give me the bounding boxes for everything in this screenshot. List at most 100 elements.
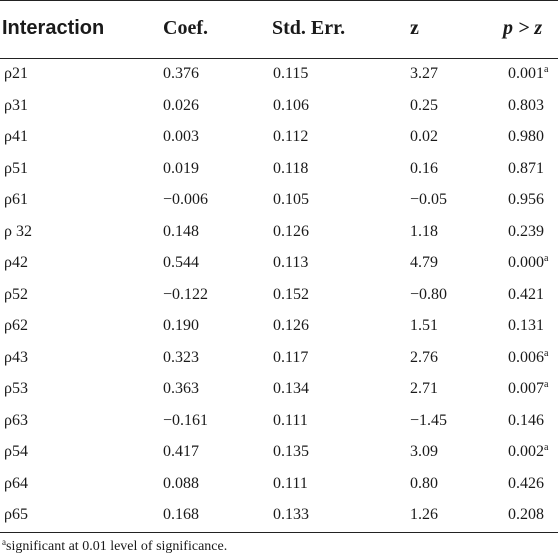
cell-coef-value: −0.006 bbox=[163, 191, 209, 208]
cell-z-value: 1.18 bbox=[410, 222, 438, 240]
cell-std-err-value: 0.111 bbox=[273, 474, 308, 492]
cell-z: −0.05 bbox=[410, 190, 447, 210]
significance-marker: a bbox=[544, 253, 549, 264]
table-row: ρ54 0.417 0.135 3.09 0.002a bbox=[0, 437, 558, 469]
cell-p-value: 0.426 bbox=[508, 474, 544, 492]
cell-std-err: 0.112 bbox=[273, 127, 308, 147]
cell-std-err-value: 0.111 bbox=[273, 411, 308, 429]
cell-interaction-value: ρ65 bbox=[4, 506, 28, 523]
cell-coef: 0.019 bbox=[163, 159, 199, 179]
cell-interaction: ρ54 bbox=[4, 442, 28, 462]
significance-marker: a bbox=[544, 347, 549, 359]
cell-interaction: ρ31 bbox=[4, 96, 28, 116]
table-row: ρ65 0.168 0.133 1.26 0.208 bbox=[0, 500, 558, 532]
table-row: ρ62 0.190 0.126 1.51 0.131 bbox=[0, 311, 558, 343]
table-row: ρ53 0.363 0.134 2.71 0.007a bbox=[0, 374, 558, 406]
cell-std-err: 0.111 bbox=[273, 474, 308, 494]
cell-coef: −0.161 bbox=[163, 411, 208, 431]
cell-p: 0.006a bbox=[508, 348, 548, 368]
cell-z-value: 1.51 bbox=[410, 317, 438, 334]
cell-std-err-value: 0.152 bbox=[273, 285, 309, 303]
cell-std-err-value: 0.126 bbox=[273, 317, 309, 334]
cell-interaction-value: ρ62 bbox=[4, 317, 28, 334]
cell-p: 0.421 bbox=[508, 285, 544, 305]
cell-z-value: −0.80 bbox=[410, 285, 448, 303]
cell-interaction: ρ61 bbox=[4, 190, 28, 210]
cell-coef-value: 0.026 bbox=[163, 96, 199, 114]
header-z: z bbox=[410, 17, 419, 39]
cell-interaction: ρ 32 bbox=[4, 222, 32, 242]
cell-std-err: 0.117 bbox=[273, 348, 308, 368]
cell-interaction-value: ρ 32 bbox=[4, 222, 32, 240]
header-std-err: Std. Err. bbox=[272, 17, 346, 39]
cell-p-value: 0.980 bbox=[508, 128, 544, 145]
table-row: ρ43 0.323 0.117 2.76 0.006a bbox=[0, 343, 558, 375]
table-header-row: Interaction Coef. Std. Err. z p > z bbox=[0, 0, 558, 58]
cell-interaction-value: ρ31 bbox=[4, 96, 28, 114]
cell-z: 0.16 bbox=[410, 159, 438, 179]
cell-std-err: 0.105 bbox=[273, 190, 309, 210]
cell-std-err-value: 0.117 bbox=[273, 348, 309, 366]
cell-z: −1.45 bbox=[410, 411, 447, 431]
cell-interaction-value: ρ52 bbox=[4, 285, 28, 303]
cell-p-value: 0.001 bbox=[508, 65, 544, 82]
footnote-text: significant at 0.01 level of significanc… bbox=[6, 539, 228, 554]
cell-p: 0.001a bbox=[508, 64, 548, 84]
header-interaction: Interaction bbox=[2, 17, 105, 39]
cell-p-value: 0.208 bbox=[508, 506, 544, 523]
cell-coef-value: 0.019 bbox=[163, 159, 199, 177]
cell-p-value: 0.421 bbox=[508, 285, 544, 303]
table-top-rule bbox=[0, 0, 558, 1]
cell-interaction: ρ65 bbox=[4, 505, 28, 525]
cell-p-value: 0.803 bbox=[508, 96, 544, 114]
cell-z: 3.27 bbox=[410, 64, 438, 84]
cell-p: 0.956 bbox=[508, 190, 544, 210]
cell-p-value: 0.239 bbox=[508, 222, 544, 240]
cell-interaction-value: ρ54 bbox=[4, 443, 28, 460]
cell-p: 0.208 bbox=[508, 505, 544, 525]
cell-std-err-value: 0.135 bbox=[273, 443, 309, 460]
cell-coef: 0.026 bbox=[163, 96, 199, 116]
cell-std-err: 0.113 bbox=[273, 253, 308, 273]
cell-interaction: ρ64 bbox=[4, 474, 28, 494]
cell-interaction: ρ53 bbox=[4, 379, 28, 399]
cell-coef: −0.122 bbox=[163, 285, 208, 305]
cell-z-value: 0.02 bbox=[410, 128, 438, 145]
cell-z: 4.79 bbox=[410, 253, 438, 273]
cell-coef-value: 0.190 bbox=[163, 317, 199, 334]
cell-coef-value: 0.376 bbox=[163, 65, 199, 82]
cell-p-value: 0.002 bbox=[508, 443, 544, 460]
table-row: ρ42 0.544 0.113 4.79 0.000a bbox=[0, 248, 558, 280]
cell-std-err: 0.126 bbox=[273, 222, 309, 242]
table-header-rule bbox=[0, 58, 558, 59]
cell-p-value: 0.000 bbox=[508, 254, 544, 271]
cell-coef-value: 0.148 bbox=[163, 222, 199, 240]
cell-interaction-value: ρ63 bbox=[4, 411, 28, 429]
cell-std-err: 0.133 bbox=[273, 505, 309, 525]
cell-z-value: −0.05 bbox=[410, 191, 448, 208]
cell-z: 2.76 bbox=[410, 348, 438, 368]
table-row: ρ21 0.376 0.115 3.27 0.001a bbox=[0, 59, 558, 91]
cell-std-err: 0.135 bbox=[273, 442, 309, 462]
cell-z: 0.02 bbox=[410, 127, 438, 147]
table-bottom-rule bbox=[0, 532, 558, 533]
cell-interaction-value: ρ64 bbox=[4, 474, 28, 492]
cell-std-err: 0.106 bbox=[273, 96, 309, 116]
cell-p: 0.980 bbox=[508, 127, 544, 147]
table-row: ρ31 0.026 0.106 0.25 0.803 bbox=[0, 91, 558, 123]
cell-p: 0.131 bbox=[508, 316, 544, 336]
table-footnote: asignificant at 0.01 level of significan… bbox=[2, 538, 227, 556]
cell-interaction-value: ρ61 bbox=[4, 191, 28, 208]
cell-z-value: 2.76 bbox=[410, 348, 438, 366]
cell-coef-value: 0.363 bbox=[163, 380, 199, 397]
cell-z-value: −1.45 bbox=[410, 411, 448, 429]
table-row: ρ 32 0.148 0.126 1.18 0.239 bbox=[0, 217, 558, 249]
cell-coef: 0.088 bbox=[163, 474, 199, 494]
cell-coef: 0.168 bbox=[163, 505, 199, 525]
cell-interaction: ρ63 bbox=[4, 411, 28, 431]
table-row: ρ61 −0.006 0.105 −0.05 0.956 bbox=[0, 185, 558, 217]
cell-interaction: ρ52 bbox=[4, 285, 28, 305]
cell-z: 2.71 bbox=[410, 379, 438, 399]
cell-std-err-value: 0.134 bbox=[273, 380, 309, 397]
cell-z: 1.18 bbox=[410, 222, 438, 242]
